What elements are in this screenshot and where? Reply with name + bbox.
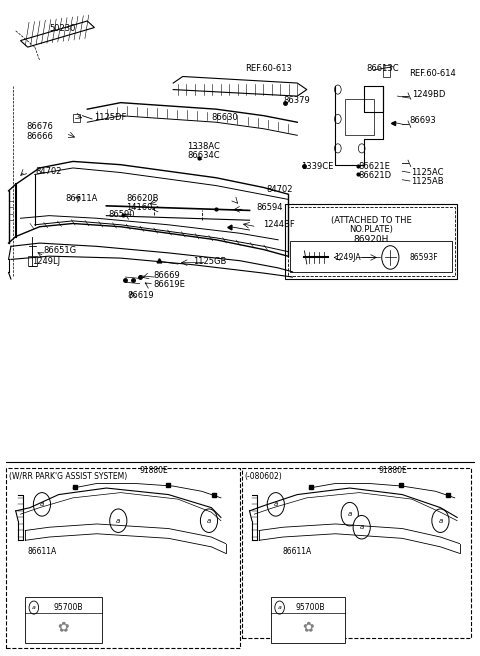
Text: 84702: 84702	[36, 167, 62, 176]
Circle shape	[341, 502, 359, 526]
Text: a: a	[207, 518, 211, 523]
Text: REF.60-614: REF.60-614	[409, 69, 456, 78]
Bar	[271, 597, 345, 643]
Text: 86594: 86594	[257, 203, 283, 213]
Text: 1249BD: 1249BD	[412, 90, 445, 98]
Circle shape	[353, 516, 370, 539]
Text: 84702: 84702	[266, 185, 293, 194]
Text: 86590: 86590	[109, 210, 135, 219]
Text: 95700B: 95700B	[296, 603, 325, 612]
Text: 1125AC: 1125AC	[411, 168, 444, 177]
Text: 1125DF: 1125DF	[95, 113, 127, 122]
Text: 91880E: 91880E	[378, 466, 407, 475]
Bar	[73, 114, 80, 122]
Circle shape	[275, 601, 284, 614]
Text: 86651G: 86651G	[43, 247, 76, 255]
Text: (-080602): (-080602)	[245, 472, 283, 481]
Text: a: a	[32, 605, 36, 610]
Text: 1249LJ: 1249LJ	[33, 257, 60, 266]
Circle shape	[267, 493, 284, 516]
Text: ✿: ✿	[58, 620, 69, 634]
Text: 86611A: 86611A	[66, 194, 98, 203]
Text: 86611A: 86611A	[283, 547, 312, 556]
FancyBboxPatch shape	[242, 468, 471, 638]
Text: 86613C: 86613C	[366, 64, 399, 73]
Text: 1249JA: 1249JA	[334, 253, 360, 262]
Bar	[345, 99, 373, 135]
Circle shape	[432, 509, 449, 533]
Text: a: a	[348, 511, 352, 517]
Text: 86669: 86669	[153, 271, 180, 280]
Text: 86693: 86693	[409, 115, 436, 125]
Text: a: a	[274, 501, 278, 507]
Text: 91880E: 91880E	[140, 466, 168, 475]
Bar	[28, 256, 37, 266]
Text: 14160: 14160	[126, 203, 153, 213]
Text: a: a	[360, 524, 364, 530]
Text: a: a	[438, 518, 443, 523]
Bar	[290, 241, 452, 272]
Text: 86620B: 86620B	[126, 194, 159, 203]
Text: 1339CE: 1339CE	[300, 161, 333, 171]
Text: 86379: 86379	[283, 96, 310, 105]
Text: a: a	[40, 501, 44, 507]
Text: 1244BF: 1244BF	[263, 220, 295, 230]
Text: (W/RR PARK'G ASSIST SYSTEM): (W/RR PARK'G ASSIST SYSTEM)	[9, 472, 127, 481]
Text: 86630: 86630	[211, 113, 238, 122]
Text: REF.60-613: REF.60-613	[245, 64, 292, 73]
FancyBboxPatch shape	[6, 468, 240, 648]
Text: a: a	[277, 605, 282, 610]
Text: NO.PLATE): NO.PLATE)	[349, 225, 393, 234]
Text: 1338AC: 1338AC	[188, 142, 220, 151]
Bar	[25, 597, 102, 643]
Text: a: a	[116, 518, 120, 523]
Text: 86676: 86676	[26, 122, 53, 131]
Text: ✿: ✿	[302, 620, 313, 634]
Text: 86666: 86666	[26, 132, 53, 141]
Text: 86619E: 86619E	[153, 279, 185, 289]
Text: 86611A: 86611A	[27, 547, 57, 556]
Text: 86593F: 86593F	[409, 253, 438, 262]
Circle shape	[34, 493, 50, 516]
Text: 86634C: 86634C	[188, 151, 220, 160]
Circle shape	[29, 601, 38, 614]
Text: 50230: 50230	[49, 24, 75, 33]
Text: 95700B: 95700B	[53, 603, 83, 612]
Text: 86619: 86619	[128, 291, 155, 300]
Text: 1125GB: 1125GB	[193, 257, 227, 266]
Text: 86621E: 86621E	[359, 161, 390, 171]
FancyBboxPatch shape	[285, 204, 457, 279]
Circle shape	[110, 509, 127, 533]
Text: 86621D: 86621D	[359, 171, 392, 180]
Text: 1125AB: 1125AB	[411, 177, 444, 186]
Text: 86920H: 86920H	[354, 236, 389, 244]
Bar	[383, 65, 390, 77]
Circle shape	[200, 509, 217, 533]
Text: (ATTACHED TO THE: (ATTACHED TO THE	[331, 216, 412, 224]
